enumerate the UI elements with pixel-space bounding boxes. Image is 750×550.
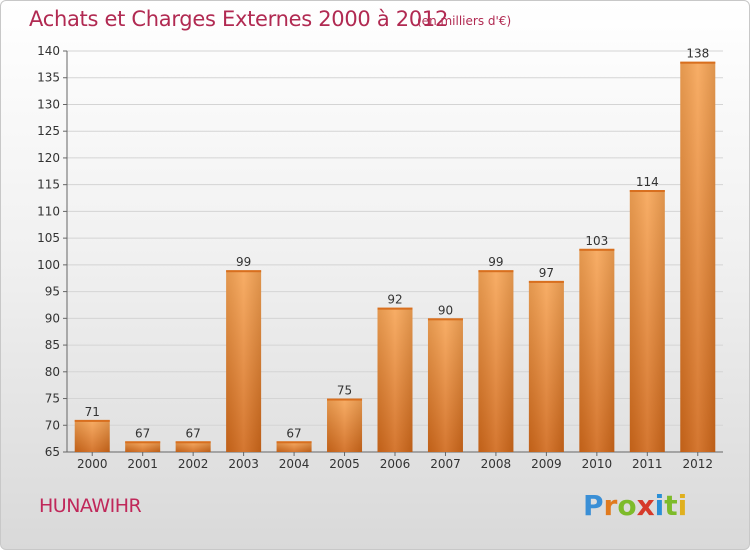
logo-letter: r: [603, 489, 618, 522]
y-tick-label: 85: [45, 338, 60, 352]
bar-shade: [276, 441, 312, 452]
bar-cap: [276, 441, 312, 444]
y-tick-label: 95: [45, 285, 60, 299]
data-label: 67: [135, 426, 150, 440]
x-tick-label: 2012: [682, 457, 713, 471]
data-label: 138: [686, 47, 709, 61]
bar-shade: [175, 441, 211, 452]
y-tick-label: 130: [37, 97, 60, 111]
data-label: 92: [387, 293, 402, 307]
y-tick-label: 120: [37, 151, 60, 165]
data-label: 103: [585, 234, 608, 248]
y-tick-label: 100: [37, 258, 60, 272]
x-tick-label: 2007: [430, 457, 461, 471]
chart-title: Achats et Charges Externes 2000 à 2012: [29, 7, 449, 31]
data-label: 99: [236, 255, 251, 269]
y-tick-label: 115: [37, 178, 60, 192]
y-tick-label: 135: [37, 71, 60, 85]
x-tick-label: 2002: [178, 457, 209, 471]
data-label: 67: [186, 426, 201, 440]
data-label: 90: [438, 303, 453, 317]
bar-shade: [125, 441, 161, 452]
y-tick-label: 70: [45, 418, 60, 432]
logo-letter: t: [664, 489, 678, 522]
logo-letter: x: [636, 489, 655, 522]
data-label: 67: [286, 426, 301, 440]
x-tick-label: 2011: [632, 457, 663, 471]
data-label: 114: [636, 175, 659, 189]
x-tick-label: 2008: [481, 457, 512, 471]
data-label: 99: [488, 255, 503, 269]
x-tick-label: 2005: [329, 457, 360, 471]
town-name: HUNAWIHR: [39, 495, 142, 517]
logo-letter: i: [677, 489, 688, 522]
y-tick-label: 80: [45, 365, 60, 379]
y-tick-label: 105: [37, 231, 60, 245]
x-tick-label: 2009: [531, 457, 562, 471]
bar-shade: [629, 190, 665, 452]
logo-letter: i: [654, 489, 665, 522]
bar-shade: [377, 307, 413, 452]
y-tick-label: 65: [45, 445, 60, 459]
y-tick-label: 75: [45, 392, 60, 406]
bar-cap: [427, 318, 463, 321]
bar-shade: [74, 419, 110, 452]
data-label: 97: [539, 266, 554, 280]
bar-cap: [629, 190, 665, 193]
bar-shade: [528, 280, 564, 452]
data-label: 71: [85, 405, 100, 419]
bar-cap: [175, 441, 211, 444]
bar-shade: [680, 61, 716, 453]
bar-shade: [478, 270, 514, 452]
y-tick-label: 90: [45, 311, 60, 325]
y-tick-label: 125: [37, 124, 60, 138]
bar-shade: [226, 270, 262, 452]
bar-cap: [478, 270, 514, 273]
x-tick-label: 2001: [127, 457, 158, 471]
bar-shade: [427, 318, 463, 452]
bar-cap: [74, 419, 110, 422]
bar-cap: [579, 248, 615, 251]
proxiti-logo[interactable]: Proxiti: [583, 489, 687, 522]
chart-subtitle: (en milliers d'€): [417, 14, 512, 28]
bar-cap: [377, 307, 413, 310]
x-tick-label: 2006: [380, 457, 411, 471]
bar-shade: [579, 248, 615, 452]
bar-cap: [528, 280, 564, 283]
y-tick-label: 140: [37, 44, 60, 58]
logo-letter: P: [583, 489, 604, 522]
bar-cap: [680, 61, 716, 64]
bar-cap: [226, 270, 262, 273]
logo-letter: o: [617, 489, 637, 522]
x-tick-label: 2003: [228, 457, 259, 471]
bar-cap: [125, 441, 161, 444]
x-tick-label: 2004: [279, 457, 310, 471]
y-tick-label: 110: [37, 204, 60, 218]
bar-shade: [327, 398, 363, 452]
x-tick-label: 2010: [582, 457, 613, 471]
data-label: 75: [337, 384, 352, 398]
x-tick-label: 2000: [77, 457, 108, 471]
bar-cap: [327, 398, 363, 401]
